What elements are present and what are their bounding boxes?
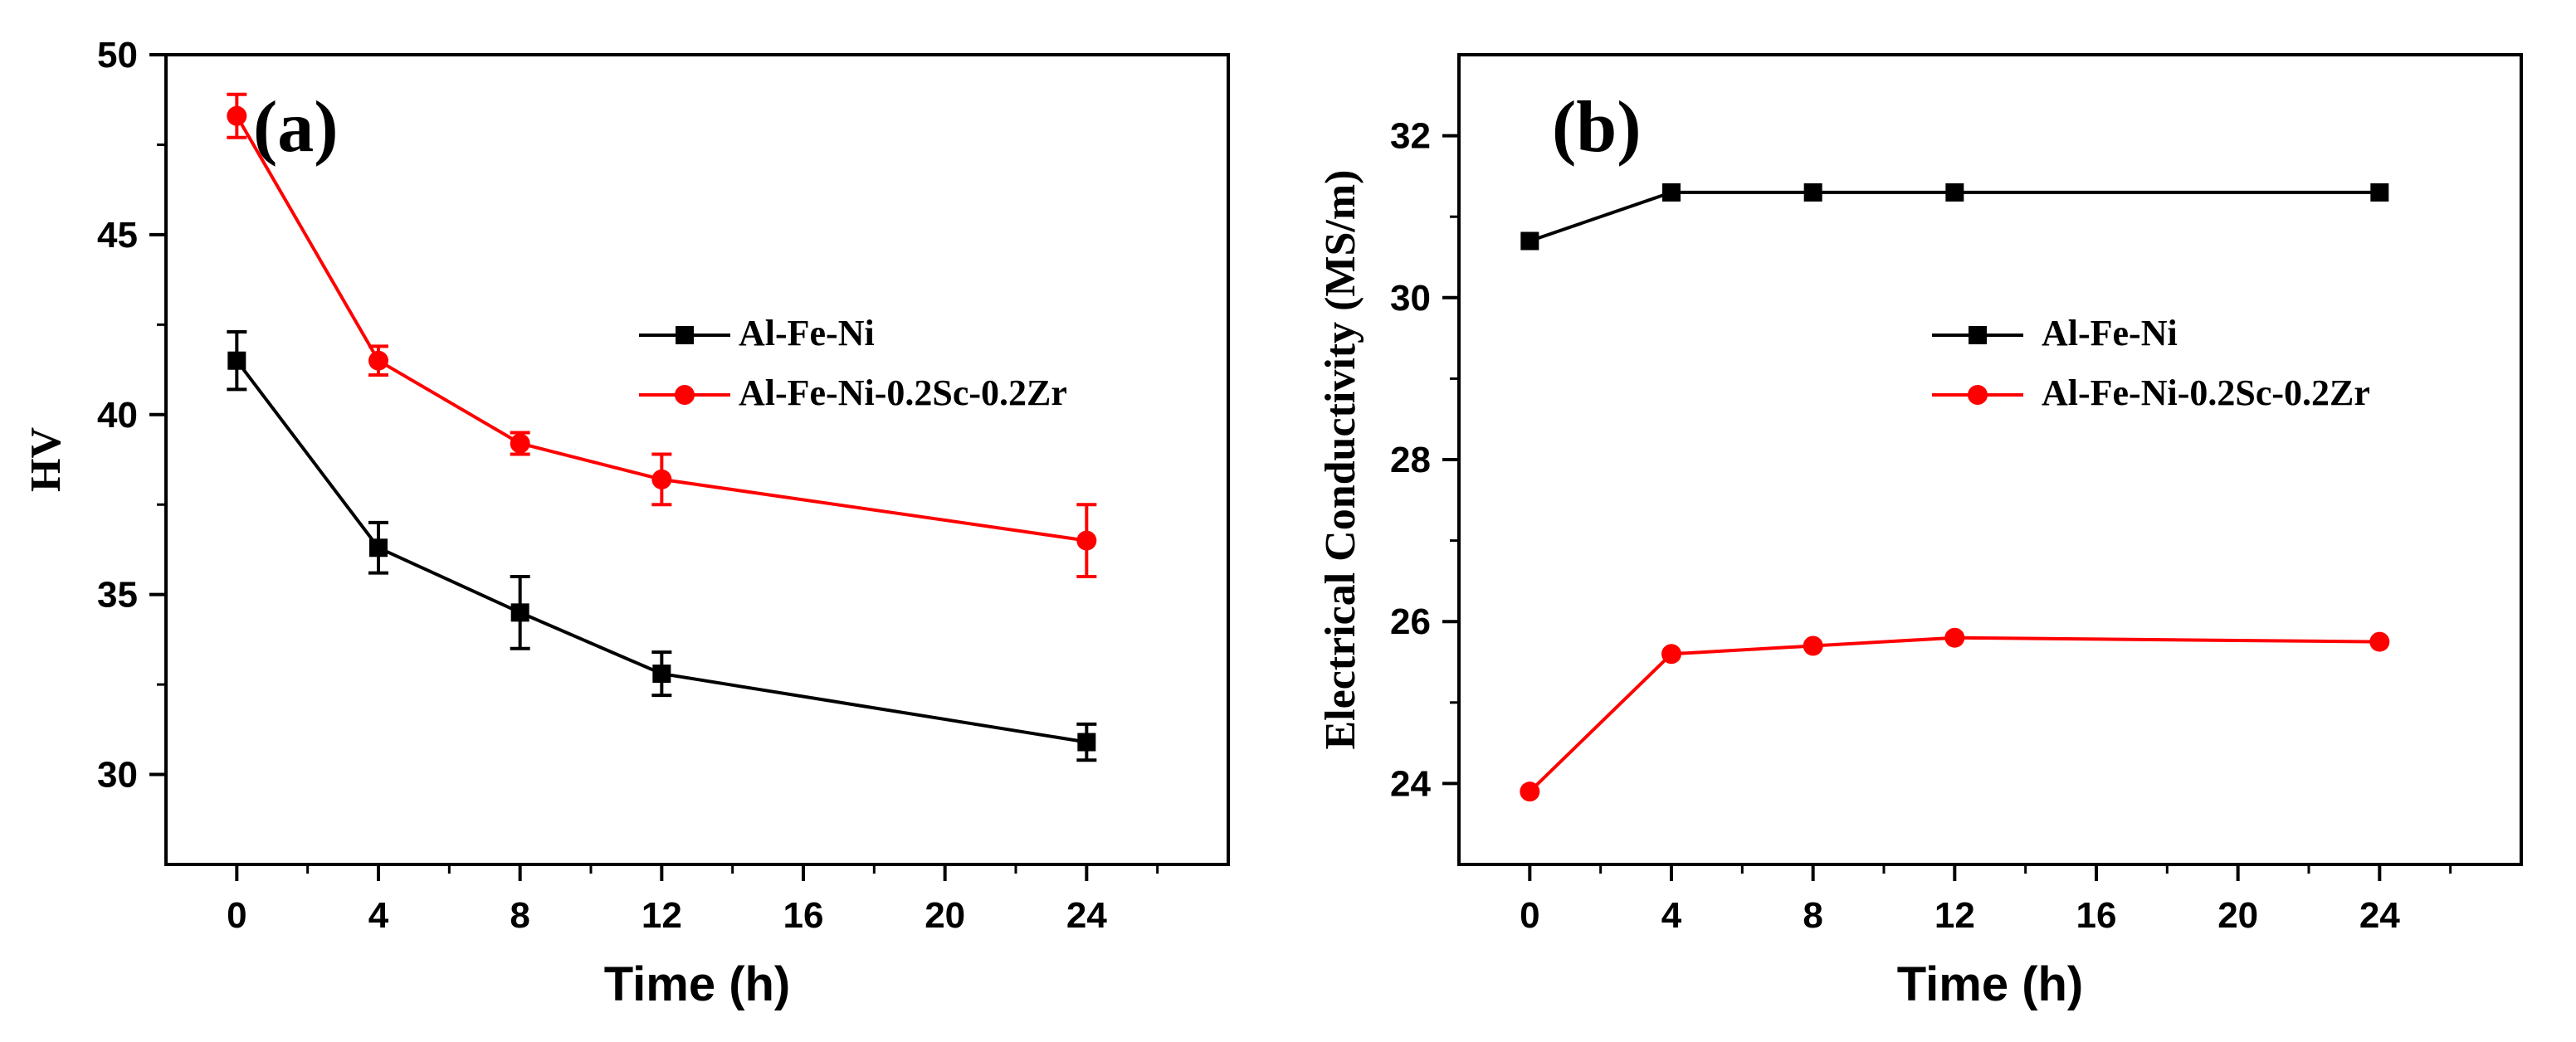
panel-a-data-point-al-fe-ni (1077, 733, 1096, 752)
panel-a-legend: Al-Fe-Ni Al-Fe-Ni-0.2Sc-0.2Zr (639, 313, 1067, 413)
panel-b-x-tick-label: 0 (1520, 895, 1539, 936)
panel-b-data-point-al-fe-ni-0-2sc-0-2zr (1661, 644, 1681, 665)
panel-b-y-tick-label: 24 (1390, 763, 1431, 804)
panel-b-y-ticks: 24 26 28 30 32 (1390, 116, 1459, 804)
panel-b-x-tick-label: 8 (1803, 895, 1822, 936)
panel-b-y-tick-label: 30 (1390, 278, 1431, 319)
panel-a-legend-item-al-fe-ni-sc-zr: Al-Fe-Ni-0.2Sc-0.2Zr (639, 372, 1067, 413)
panel-b-x-tick-label: 12 (1934, 895, 1975, 936)
panel-b-plot-frame (1457, 53, 2523, 866)
panel-a-x-axis-title: Time (h) (604, 957, 791, 1011)
panel-a-data-point-al-fe-ni-0-2sc-0-2zr (227, 105, 247, 126)
panel-a-data-point-al-fe-ni (652, 665, 671, 684)
panel-b-data-point-al-fe-ni (1945, 183, 1964, 202)
panel-b-series (1520, 183, 2390, 802)
panel-a-data-point-al-fe-ni (369, 538, 388, 558)
panel-a-y-tick-label: 45 (97, 215, 138, 256)
panel-b-data-point-al-fe-ni (1803, 183, 1822, 202)
panel-a-x-tick-label: 24 (1066, 895, 1107, 936)
panel-a-data-point-al-fe-ni-0-2sc-0-2zr (510, 433, 530, 454)
panel-a-y-tick-label: 35 (97, 575, 138, 616)
panel-b-y-tick-label: 28 (1390, 440, 1431, 480)
panel-a-y-tick-label: 40 (97, 395, 138, 436)
panel-b-data-point-al-fe-ni-0-2sc-0-2zr (1944, 627, 1965, 648)
panel-a-x-tick-label: 0 (227, 895, 246, 936)
panel-b-x-axis-title: Time (h) (1897, 957, 2084, 1011)
panel-b-x-tick-label: 20 (2217, 895, 2258, 936)
panel-a-x-tick-label: 12 (642, 895, 682, 936)
panel-b-x-tick-label: 16 (2076, 895, 2117, 936)
panel-b-data-point-al-fe-ni-0-2sc-0-2zr (1803, 635, 1823, 656)
panel-b-y-axis-title: Electrical Conductivity (MS/m) (1317, 170, 1364, 750)
panel-b-y-tick-label: 32 (1390, 116, 1431, 157)
panel-b-legend-marker (1968, 385, 1988, 405)
panel-a-data-point-al-fe-ni (227, 351, 246, 370)
panel-b-legend-label-al-fe-ni: Al-Fe-Ni (2042, 313, 2178, 353)
panel-b-legend-item-al-fe-ni-sc-zr: Al-Fe-Ni-0.2Sc-0.2Zr (1932, 372, 2370, 413)
panel-b-y-tick-label: 26 (1390, 601, 1431, 642)
panel-a-label: (a) (253, 87, 339, 168)
panel-b-conductivity-chart: 0 4 8 12 16 20 24 24 26 28 30 32 (b) Al-Fe-Ni Al-F… (1317, 53, 2523, 1011)
panel-a-legend-item-al-fe-ni: Al-Fe-Ni (639, 313, 875, 353)
panel-a-y-tick-label: 50 (97, 35, 138, 75)
panel-b-legend-label-al-fe-ni-sc-zr: Al-Fe-Ni-0.2Sc-0.2Zr (2042, 372, 2370, 413)
panel-b-data-point-al-fe-ni (1662, 183, 1681, 202)
panel-a-x-tick-label: 20 (925, 895, 965, 936)
panel-a-x-tick-label: 8 (510, 895, 529, 936)
panel-a-data-point-al-fe-ni-0-2sc-0-2zr (1076, 530, 1097, 551)
panel-a-legend-label-al-fe-ni-sc-zr: Al-Fe-Ni-0.2Sc-0.2Zr (739, 372, 1067, 413)
panel-a-y-tick-label: 30 (97, 755, 138, 796)
panel-b-data-point-al-fe-ni-0-2sc-0-2zr (1520, 782, 1540, 802)
panel-b-legend: Al-Fe-Ni Al-Fe-Ni-0.2Sc-0.2Zr (1932, 313, 2370, 413)
panel-a-plot-frame (164, 53, 1230, 866)
panel-b-legend-marker (1969, 326, 1987, 344)
panel-a-x-tick-label: 4 (368, 895, 389, 936)
panel-b-x-tick-label: 24 (2359, 895, 2400, 936)
panel-b-label: (b) (1552, 87, 1642, 168)
panel-a-data-point-al-fe-ni-0-2sc-0-2zr (651, 469, 672, 489)
panel-b-data-point-al-fe-ni-0-2sc-0-2zr (2369, 631, 2390, 652)
panel-a-legend-marker (676, 326, 694, 344)
panel-a-y-ticks: 30 35 40 45 50 (97, 35, 166, 796)
panel-a-x-ticks: 0 4 8 12 16 20 24 (227, 864, 1159, 936)
panel-a-hardness-chart: 0 4 8 12 16 20 24 30 35 40 45 50 (a) Al-Fe-Ni Al-F… (22, 35, 1230, 1011)
panel-a-legend-label-al-fe-ni: Al-Fe-Ni (739, 313, 875, 353)
panel-a-x-tick-label: 16 (783, 895, 824, 936)
panel-a-data-point-al-fe-ni (510, 603, 529, 622)
panel-b-legend-item-al-fe-ni: Al-Fe-Ni (1932, 313, 2178, 353)
panel-b-data-point-al-fe-ni (1520, 231, 1539, 251)
panel-b-series-line-al-fe-ni-0-2sc-0-2zr (1528, 635, 2380, 793)
panel-b-x-tick-label: 4 (1661, 895, 1682, 936)
panel-b-data-point-al-fe-ni (2370, 183, 2389, 202)
panel-a-series (227, 92, 1097, 762)
panel-a-data-point-al-fe-ni-0-2sc-0-2zr (368, 350, 388, 371)
panel-a-legend-marker (675, 385, 695, 405)
panel-b-x-ticks: 0 4 8 12 16 20 24 (1520, 864, 2452, 936)
panel-a-y-axis-title: HV (22, 427, 70, 492)
